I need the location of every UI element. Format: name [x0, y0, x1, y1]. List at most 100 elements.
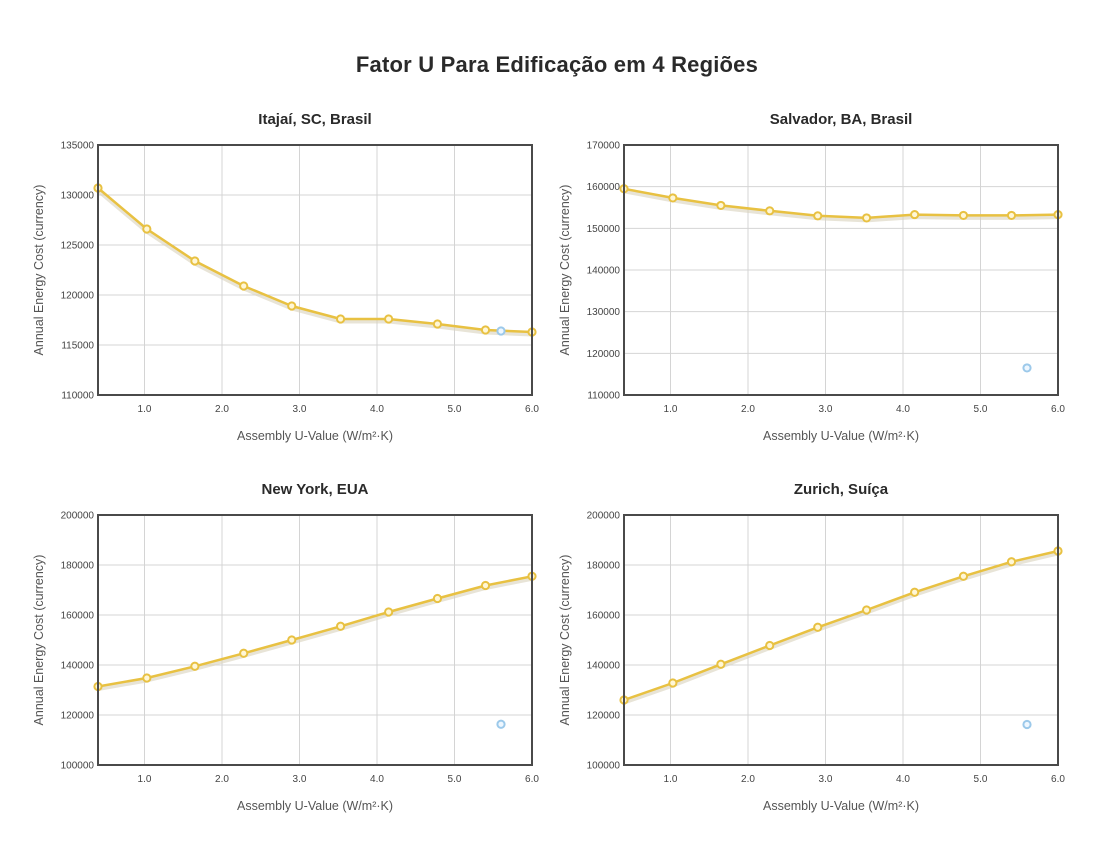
y-tick-label: 100000 [587, 761, 621, 772]
chart-salvador: Salvador, BA, Brasil 110000 120000 130000 14… [558, 111, 1065, 443]
y-axis-label: Annual Energy Cost (currency) [32, 185, 46, 356]
plot-area [98, 145, 532, 395]
x-tick-label: 3.0 [293, 774, 307, 785]
page-title: Fator U Para Edificação em 4 Regiões [355, 52, 759, 77]
chart-new-york: New York, EUA 100000 120000 140000 160000 180… [32, 481, 539, 813]
series-line-shadow [96, 188, 533, 337]
data-point [861, 605, 872, 615]
data-point [335, 621, 346, 631]
data-point [190, 661, 200, 671]
y-tick-label: 130000 [587, 307, 621, 318]
x-tick-label: 2.0 [741, 404, 755, 415]
x-tick-label: 1.0 [664, 404, 678, 415]
x-tick-label: 4.0 [370, 404, 384, 415]
data-point [480, 325, 491, 335]
data-point [239, 281, 249, 291]
y-tick-label: 170000 [587, 141, 621, 152]
y-axis-label: Annual Energy Cost (currency) [32, 555, 46, 726]
data-point [384, 314, 394, 324]
data-point [432, 319, 443, 329]
y-tick-label: 110000 [587, 391, 620, 402]
series-line [623, 549, 1059, 702]
reference-point [496, 326, 506, 336]
data-point [813, 211, 823, 221]
data-point [813, 622, 823, 632]
data-point [765, 206, 775, 216]
data-point [958, 210, 969, 221]
data-point [910, 587, 920, 597]
series-line [623, 187, 1059, 220]
x-tick-label: 4.0 [370, 774, 384, 785]
x-axis-label: Assembly U-Value (W/m²·K) [237, 799, 393, 813]
plot-frame [97, 144, 533, 396]
plot-frame [97, 514, 533, 766]
chart-title: Salvador, BA, Brasil [770, 111, 913, 128]
chart-panel-salvador: Salvador, BA, Brasil 110000 120000 130000 14… [546, 100, 1086, 460]
chart-panel-zurich: Zurich, Suíça 100000 120000 140000 160000 180… [546, 470, 1086, 830]
y-tick-label: 120000 [61, 291, 95, 302]
x-tick-label: 6.0 [1051, 774, 1065, 785]
reference-point [496, 719, 506, 729]
data-point [480, 580, 491, 591]
x-tick-label: 3.0 [819, 404, 833, 415]
y-tick-label: 100000 [61, 761, 95, 772]
chart-title: Itajaí, SC, Brasil [258, 111, 371, 128]
y-tick-label: 140000 [587, 266, 621, 277]
y-tick-label: 200000 [587, 511, 621, 522]
x-axis-label: Assembly U-Value (W/m²·K) [237, 429, 393, 443]
x-tick-label: 4.0 [896, 774, 910, 785]
data-point [287, 635, 297, 645]
y-tick-label: 120000 [587, 349, 621, 360]
data-point [861, 213, 872, 223]
y-tick-label: 120000 [61, 711, 95, 722]
y-tick-label: 135000 [61, 141, 95, 152]
series-line-shadow [623, 550, 1059, 705]
data-point [716, 200, 726, 211]
x-tick-label: 3.0 [819, 774, 833, 785]
x-tick-label: 5.0 [448, 774, 462, 785]
data-point [765, 640, 775, 651]
x-tick-label: 6.0 [525, 774, 539, 785]
data-point [1006, 557, 1017, 567]
data-point [716, 659, 726, 669]
data-point [432, 593, 443, 604]
series-line-shadow [97, 575, 533, 691]
x-tick-label: 2.0 [215, 404, 229, 415]
y-tick-label: 130000 [61, 191, 95, 202]
data-point [239, 648, 249, 658]
x-tick-label: 1.0 [138, 404, 152, 415]
x-tick-label: 5.0 [974, 404, 988, 415]
data-point [335, 314, 346, 324]
plot-frame [623, 514, 1059, 766]
x-tick-label: 1.0 [664, 774, 678, 785]
x-tick-label: 6.0 [1051, 404, 1065, 415]
x-axis-label: Assembly U-Value (W/m²·K) [763, 429, 919, 443]
data-point [668, 193, 678, 203]
y-tick-label: 150000 [587, 224, 621, 235]
data-point [384, 607, 394, 617]
chart-panel-itajai: Itajaí, SC, Brasil 110000 115000 120000 1250… [20, 100, 560, 460]
chart-title: Zurich, Suíça [794, 481, 889, 498]
chart-itajai: Itajaí, SC, Brasil 110000 115000 120000 1250… [32, 111, 539, 443]
x-axis-label: Assembly U-Value (W/m²·K) [763, 799, 919, 813]
series-line [97, 575, 533, 688]
data-point [190, 256, 200, 266]
y-axis-label: Annual Energy Cost (currency) [558, 185, 572, 356]
data-point [668, 678, 678, 688]
x-tick-label: 4.0 [896, 404, 910, 415]
plot-area [624, 515, 1058, 765]
x-tick-label: 2.0 [741, 774, 755, 785]
chart-title: New York, EUA [262, 481, 369, 498]
plot-frame [623, 144, 1059, 396]
reference-point [1022, 719, 1032, 730]
x-tick-label: 6.0 [525, 404, 539, 415]
y-tick-label: 200000 [61, 511, 95, 522]
chart-zurich: Zurich, Suíça 100000 120000 140000 160000 180… [558, 481, 1065, 813]
reference-point [1022, 363, 1032, 373]
x-tick-label: 2.0 [215, 774, 229, 785]
y-tick-label: 120000 [587, 711, 621, 722]
x-tick-label: 5.0 [448, 404, 462, 415]
x-tick-label: 5.0 [974, 774, 988, 785]
chart-panel-new-york: New York, EUA 100000 120000 140000 160000 180… [20, 470, 560, 830]
y-tick-label: 160000 [587, 182, 621, 193]
